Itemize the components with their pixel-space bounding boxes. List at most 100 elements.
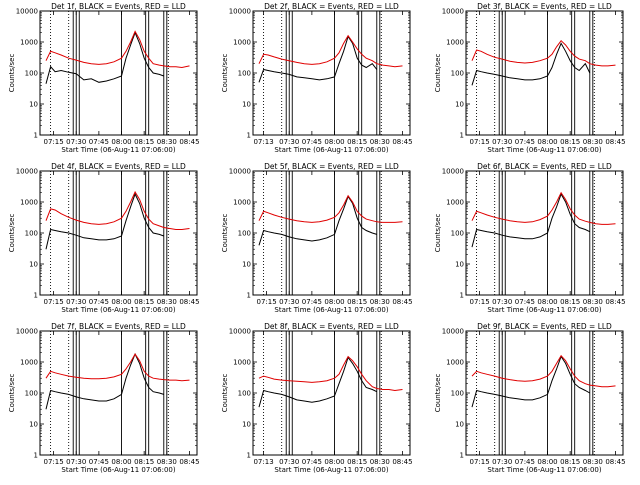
y-tick-label: 1 xyxy=(460,452,464,460)
x-tick-label: 07:45 xyxy=(89,138,109,146)
y-tick-label: 10 xyxy=(242,101,251,109)
panel-title: Det 7f, BLACK = Events, RED = LLD xyxy=(51,322,186,331)
x-tick-label: 08:30 xyxy=(157,138,177,146)
x-tick-label: 08:45 xyxy=(392,298,412,306)
panel-title: Det 1f, BLACK = Events, RED = LLD xyxy=(51,2,186,11)
x-tick-label: 08:00 xyxy=(537,458,557,466)
x-axis-label: Start Time (06-Aug-11 07:06:00) xyxy=(61,146,175,154)
x-tick-label: 07:15 xyxy=(469,458,489,466)
y-tick-label: 10000 xyxy=(229,8,251,16)
y-tick-label: 10 xyxy=(29,261,38,269)
y-tick-label: 100 xyxy=(238,230,251,238)
y-tick-label: 10000 xyxy=(442,328,464,336)
plot-frame xyxy=(252,10,411,136)
panel-det-8: Det 8f, BLACK = Events, RED = LLD 1 10 100 1… xyxy=(221,322,413,474)
panel-title: Det 6f, BLACK = Events, RED = LLD xyxy=(477,162,612,171)
y-tick-label: 1000 xyxy=(446,39,464,47)
x-axis-label: Start Time (06-Aug-11 07:06:00) xyxy=(487,146,601,154)
series-events-line xyxy=(258,195,377,246)
y-tick-label: 10000 xyxy=(442,8,464,16)
x-tick-label: 07:13 xyxy=(253,458,273,466)
x-tick-label: 07:15 xyxy=(256,298,276,306)
y-axis-label: Counts/sec xyxy=(221,214,229,253)
x-tick-label: 08:30 xyxy=(157,458,177,466)
x-tick-label: 08:00 xyxy=(111,138,131,146)
panel-title: Det 2f, BLACK = Events, RED = LLD xyxy=(264,2,399,11)
x-tick-label: 08:45 xyxy=(392,138,412,146)
y-tick-label: 10000 xyxy=(229,168,251,176)
y-tick-label: 10000 xyxy=(16,168,38,176)
y-axis-label: Counts/sec xyxy=(221,54,229,93)
x-tick-label: 08:30 xyxy=(583,138,603,146)
series-lld-line xyxy=(258,34,403,68)
panel-title: Det 9f, BLACK = Events, RED = LLD xyxy=(477,322,612,331)
panel-title: Det 5f, BLACK = Events, RED = LLD xyxy=(264,162,399,171)
x-tick-label: 08:15 xyxy=(134,298,154,306)
series-events-line xyxy=(471,42,591,86)
series-lld-line xyxy=(45,30,190,69)
series-lld-line xyxy=(258,355,403,392)
y-tick-label: 1 xyxy=(34,292,38,300)
x-tick-label: 08:15 xyxy=(560,458,580,466)
x-tick-label: 08:15 xyxy=(134,138,154,146)
panel-det-2: Det 2f, BLACK = Events, RED = LLD 1 10 100 1… xyxy=(221,2,413,154)
y-tick-label: 10 xyxy=(455,101,464,109)
x-tick-label: 08:30 xyxy=(370,138,390,146)
y-tick-label: 1000 xyxy=(233,39,251,47)
y-axis-label: Counts/sec xyxy=(8,374,16,413)
y-tick-label: 1 xyxy=(247,292,251,300)
panel-det-7: Det 7f, BLACK = Events, RED = LLD 1 10 100 1… xyxy=(8,322,200,474)
x-tick-label: 08:15 xyxy=(134,458,154,466)
x-tick-label: 08:00 xyxy=(324,138,344,146)
panel-det-3: Det 3f, BLACK = Events, RED = LLD 1 10 100 1… xyxy=(434,2,626,154)
series-lld-line xyxy=(45,353,190,382)
y-axis-label: Counts/sec xyxy=(434,54,442,93)
y-tick-label: 1000 xyxy=(446,359,464,367)
x-tick-label: 07:45 xyxy=(302,458,322,466)
x-tick-label: 08:45 xyxy=(179,458,199,466)
y-tick-label: 10000 xyxy=(16,328,38,336)
y-tick-label: 1000 xyxy=(233,199,251,207)
y-tick-label: 1 xyxy=(460,132,464,140)
series-events-line xyxy=(258,356,378,408)
x-tick-label: 07:45 xyxy=(302,138,322,146)
x-tick-label: 07:30 xyxy=(492,298,512,306)
x-tick-label: 07:30 xyxy=(279,138,299,146)
x-tick-label: 08:45 xyxy=(392,458,412,466)
y-tick-label: 1000 xyxy=(20,359,38,367)
x-tick-label: 07:30 xyxy=(66,458,86,466)
plot-frame xyxy=(39,10,198,136)
x-tick-label: 07:13 xyxy=(253,138,273,146)
x-tick-label: 07:30 xyxy=(279,298,299,306)
series-events-line xyxy=(258,35,378,83)
y-tick-label: 1000 xyxy=(446,199,464,207)
x-tick-label: 08:00 xyxy=(324,458,344,466)
x-tick-label: 08:15 xyxy=(560,298,580,306)
y-tick-label: 10 xyxy=(242,421,251,429)
y-axis-label: Counts/sec xyxy=(434,214,442,253)
x-tick-label: 08:30 xyxy=(370,298,390,306)
y-tick-label: 10 xyxy=(455,421,464,429)
x-tick-label: 07:30 xyxy=(66,298,86,306)
panel-title: Det 4f, BLACK = Events, RED = LLD xyxy=(51,162,186,171)
x-tick-label: 07:45 xyxy=(89,458,109,466)
y-axis-label: Counts/sec xyxy=(434,374,442,413)
y-tick-label: 100 xyxy=(25,70,38,78)
y-tick-label: 1 xyxy=(34,132,38,140)
x-tick-label: 08:15 xyxy=(560,138,580,146)
x-axis-label: Start Time (06-Aug-11 07:06:00) xyxy=(487,306,601,314)
y-tick-label: 10000 xyxy=(442,168,464,176)
x-tick-label: 07:15 xyxy=(43,458,63,466)
x-tick-label: 08:30 xyxy=(583,298,603,306)
y-tick-label: 100 xyxy=(451,70,464,78)
series-events-line xyxy=(45,192,164,250)
x-tick-label: 08:45 xyxy=(605,138,625,146)
x-tick-label: 07:45 xyxy=(515,458,535,466)
x-tick-label: 08:15 xyxy=(347,298,367,306)
series-events-line xyxy=(471,192,591,248)
x-tick-label: 08:30 xyxy=(583,458,603,466)
panel-det-5: Det 5f, BLACK = Events, RED = LLD 1 10 100 1… xyxy=(221,162,413,314)
x-tick-label: 08:00 xyxy=(537,298,557,306)
y-tick-label: 10000 xyxy=(229,328,251,336)
